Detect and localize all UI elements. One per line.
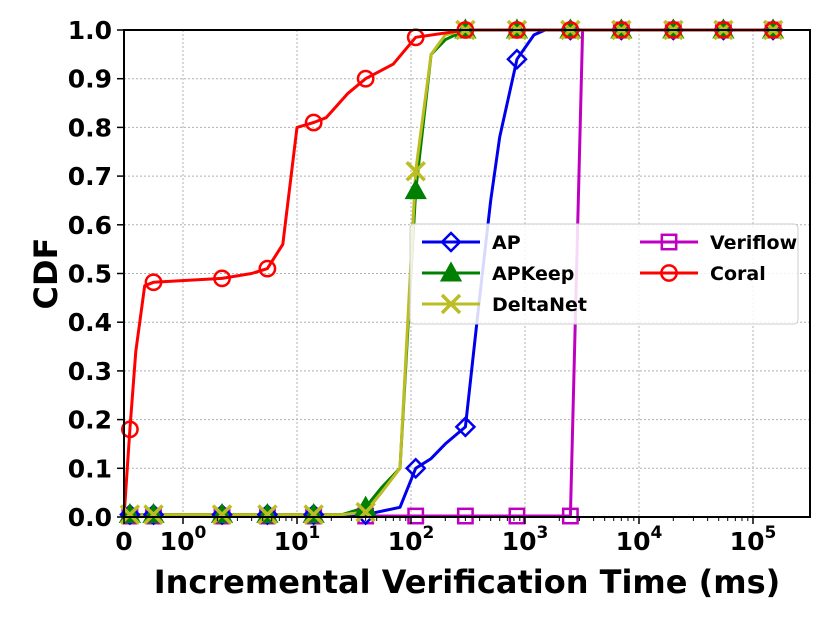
ap-data-point xyxy=(256,503,279,526)
y-tick-label: 0.7 xyxy=(68,162,112,191)
ap-data-point xyxy=(302,503,325,526)
legend-box xyxy=(409,223,799,325)
deltanet-data-point xyxy=(405,160,426,182)
deltanet-data-point xyxy=(355,501,376,523)
y-tick-label: 0.4 xyxy=(68,308,112,337)
axis-ticks xyxy=(117,29,754,524)
deltanet-data-point xyxy=(211,504,233,525)
y-tick-label: 0.5 xyxy=(68,260,112,289)
y-tick-label: 0.1 xyxy=(68,454,112,483)
ap-data-point xyxy=(454,416,477,438)
coral-data-point xyxy=(660,264,678,282)
legend-label-veriflow: Veriflow xyxy=(710,232,797,254)
ap-data-point xyxy=(211,503,233,526)
x-tick-label: 0 xyxy=(115,527,132,556)
x-tick-label: 102 xyxy=(388,523,435,556)
deltanet-data-point xyxy=(440,293,462,315)
legend-label-deltanet: DeltaNet xyxy=(492,294,587,316)
deltanet-data-point xyxy=(303,504,324,525)
legend-item-deltanet: DeltaNet xyxy=(422,293,587,316)
y-tick-label: 0.6 xyxy=(68,211,112,240)
ap-data-point xyxy=(404,457,427,480)
y-tick-label: 0.0 xyxy=(68,503,112,532)
legend-item-coral: Coral xyxy=(640,263,766,285)
ap-data-point xyxy=(440,231,462,253)
apkeep-data-point xyxy=(439,261,463,282)
legend-label-apkeep: APKeep xyxy=(492,263,574,285)
y-tick-label: 0.2 xyxy=(68,406,112,435)
coral-data-point xyxy=(120,420,139,439)
x-tick-label: 103 xyxy=(502,523,549,556)
x-axis-title: Incremental Verification Time (ms) xyxy=(154,563,781,601)
x-tick-label: 104 xyxy=(616,523,663,556)
grid xyxy=(124,29,810,518)
y-axis-title: CDF xyxy=(27,238,65,310)
ap-data-point xyxy=(142,503,165,526)
y-tick-label: 1.0 xyxy=(68,16,112,45)
coral-data-point xyxy=(356,69,375,88)
coral-data-point xyxy=(144,273,163,292)
deltanet-data-point xyxy=(143,504,164,525)
apkeep-data-point xyxy=(404,179,427,200)
y-tick-label: 0.8 xyxy=(68,113,112,142)
legend-item-veriflow: Veriflow xyxy=(640,232,797,254)
x-tick-label: 105 xyxy=(730,523,777,556)
coral-data-point xyxy=(304,113,323,132)
legend-item-ap: AP xyxy=(422,231,521,254)
tick-labels: 0.0 0.1 0.2 0.3 0.4 0.5 0.6 0.7 0.8 0.9 1.0 0 100 101… xyxy=(68,16,777,556)
legend-label-coral: Coral xyxy=(710,263,766,285)
y-tick-label: 0.3 xyxy=(68,357,112,386)
legend-label-ap: AP xyxy=(492,232,521,254)
x-tick-label: 100 xyxy=(160,523,207,556)
legend-item-apkeep: APKeep xyxy=(422,261,574,285)
veriflow-data-point xyxy=(660,233,678,251)
legend: AP APKeep DeltaNet Veriflow Coral xyxy=(409,223,799,325)
coral-data-point xyxy=(258,259,277,278)
coral-data-point xyxy=(213,269,231,288)
y-tick-label: 0.9 xyxy=(68,65,112,94)
deltanet-data-point xyxy=(257,504,278,525)
ap-data-point xyxy=(506,48,528,70)
x-tick-label: 101 xyxy=(274,523,321,556)
